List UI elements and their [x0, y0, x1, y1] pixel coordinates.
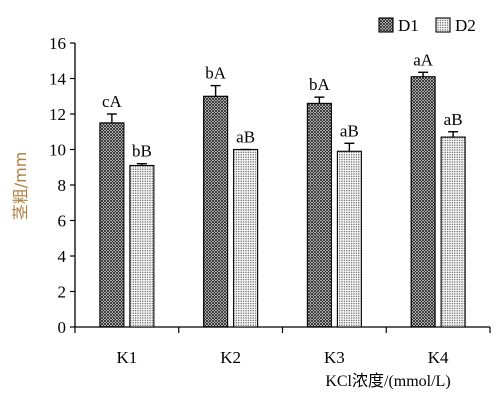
- x-tick-label: K4: [428, 348, 449, 367]
- x-tick-label: K2: [220, 348, 241, 367]
- x-tick-label: K1: [116, 348, 137, 367]
- significance-label: aB: [444, 110, 463, 129]
- y-tick-label: 4: [58, 247, 67, 266]
- y-tick-label: 8: [58, 176, 67, 195]
- bar-d1-k2: [203, 95, 229, 328]
- y-tick-label: 16: [49, 34, 66, 53]
- significance-label: aA: [413, 50, 434, 69]
- y-tick-label: 10: [49, 141, 66, 160]
- legend-label-d1: D1: [398, 16, 419, 35]
- axes: 0 2 4 6 8 10 12 14 16 K1 K2 K3 K4: [49, 34, 491, 367]
- bar-d2-k2: [233, 148, 259, 328]
- legend-label-d2: D2: [455, 16, 476, 35]
- legend-swatch-d2: [435, 17, 451, 33]
- x-axis-label: KCl浓度/(mmol/L): [325, 372, 450, 390]
- bars: [99, 71, 466, 328]
- bar-d2-k3: [336, 150, 362, 328]
- significance-label: bA: [309, 75, 331, 94]
- significance-label: aB: [340, 121, 359, 140]
- significance-label: bA: [205, 64, 227, 83]
- y-axis-label: 茎粗/mm: [11, 152, 30, 221]
- y-tick-label: 0: [58, 318, 67, 337]
- y-tick-label: 14: [49, 70, 67, 89]
- y-tick-label: 2: [58, 283, 67, 302]
- bar-d2-k1: [129, 164, 155, 328]
- bar-d1-k1: [99, 122, 125, 328]
- y-tick-label: 6: [58, 212, 67, 231]
- significance-label: bB: [132, 142, 152, 161]
- legend: D1 D2: [378, 16, 476, 35]
- bar-d2-k4: [440, 136, 466, 328]
- bar-d1-k4: [410, 76, 436, 328]
- y-tick-label: 12: [49, 105, 66, 124]
- significance-label: cA: [102, 92, 123, 111]
- data-labels: cA bA bA aA bB aB aB aB: [102, 50, 463, 160]
- x-tick-label: K3: [324, 348, 345, 367]
- significance-label: aB: [236, 128, 255, 147]
- legend-swatch-d1: [378, 17, 394, 33]
- bar-d1-k3: [306, 102, 332, 328]
